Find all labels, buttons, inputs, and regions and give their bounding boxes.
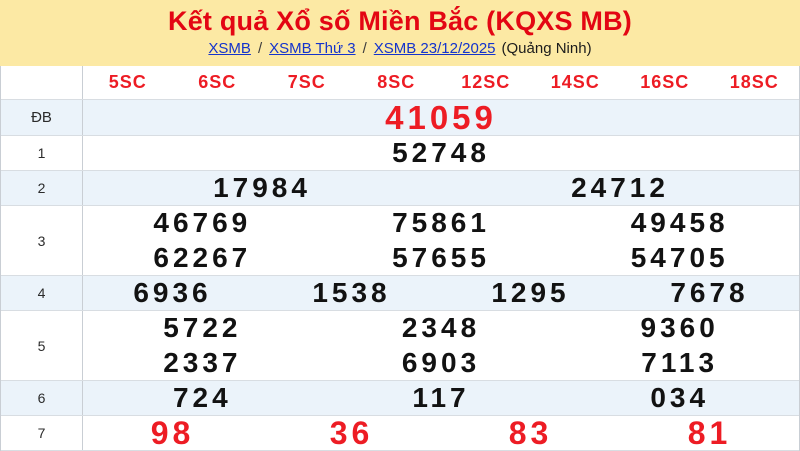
row-values: 724 117 034 bbox=[83, 381, 799, 415]
prize-number: 36 bbox=[329, 415, 374, 451]
prize-number: 5722 bbox=[163, 312, 242, 344]
prize-row-2: 2 17984 24712 bbox=[1, 171, 799, 206]
column-header-16sc: 16SC bbox=[640, 72, 690, 92]
prize-row-5: 5 5722 2348 9360 2337 6903 7113 bbox=[1, 311, 799, 381]
values-line: 41059 bbox=[83, 100, 799, 135]
prize-number: 034 bbox=[650, 382, 710, 413]
prize-number: 98 bbox=[150, 415, 195, 451]
prize-number: 2348 bbox=[401, 312, 481, 344]
row-label: ĐB bbox=[1, 100, 83, 135]
values-line: 52748 bbox=[83, 136, 799, 170]
prize-number: 46769 bbox=[153, 207, 252, 239]
breadcrumb-separator: / bbox=[257, 40, 263, 57]
column-headers: 5SC 6SC 7SC 8SC 12SC 14SC 16SC 18SC bbox=[83, 66, 799, 99]
row-label: 7 bbox=[1, 416, 83, 450]
prize-row-7: 7 98 36 83 81 bbox=[1, 416, 799, 451]
column-header-8sc: 8SC bbox=[377, 72, 416, 92]
row-label: 2 bbox=[1, 171, 83, 205]
prize-number: 81 bbox=[687, 415, 732, 451]
breadcrumb-location-text: (Quảng Ninh) bbox=[501, 40, 592, 57]
prize-row-1: 1 52748 bbox=[1, 136, 799, 171]
column-header-7sc: 7SC bbox=[287, 72, 326, 92]
prize-number: 6936 bbox=[133, 277, 212, 308]
prize-number: 41059 bbox=[385, 99, 497, 136]
prize-row-6: 6 724 117 034 bbox=[1, 381, 799, 416]
row-label: 1 bbox=[1, 136, 83, 170]
breadcrumb: XSMB / XSMB Thứ 3 / XSMB 23/12/2025 (Quảng Ni… bbox=[0, 39, 800, 59]
prize-number: 57655 bbox=[392, 241, 490, 273]
prize-number: 62267 bbox=[153, 241, 252, 273]
table-header-label-spacer bbox=[1, 66, 83, 99]
page-title: Kết quả Xổ số Miền Bắc (KQXS MB) bbox=[168, 6, 632, 36]
prize-number: 83 bbox=[508, 415, 553, 451]
row-values: 5722 2348 9360 2337 6903 7113 bbox=[83, 311, 799, 380]
column-header-18sc: 18SC bbox=[729, 72, 779, 92]
row-values: 52748 bbox=[83, 136, 799, 170]
values-line: 2337 6903 7113 bbox=[83, 346, 799, 381]
header-band: Kết quả Xổ số Miền Bắc (KQXS MB) XSMB / XS… bbox=[0, 0, 800, 66]
prize-number: 7678 bbox=[670, 277, 749, 308]
prize-number: 24712 bbox=[571, 172, 669, 203]
values-line: 98 36 83 81 bbox=[83, 416, 799, 450]
prize-number: 1538 bbox=[312, 277, 391, 308]
prize-number: 9360 bbox=[640, 312, 719, 344]
row-label: 5 bbox=[1, 311, 83, 380]
row-values: 46769 75861 49458 62267 57655 54705 bbox=[83, 206, 799, 275]
prize-number: 54705 bbox=[630, 241, 729, 273]
values-line: 62267 57655 54705 bbox=[83, 241, 799, 276]
breadcrumb-link-1[interactable]: XSMB bbox=[208, 40, 251, 57]
results-table: 5SC 6SC 7SC 8SC 12SC 14SC 16SC 18SC ĐB 41059 1 527… bbox=[0, 66, 800, 451]
column-header-14sc: 14SC bbox=[550, 72, 600, 92]
breadcrumb-separator: / bbox=[362, 40, 367, 57]
values-line: 6936 1538 1295 7678 bbox=[83, 276, 799, 310]
row-values: 41059 bbox=[83, 100, 799, 135]
row-values: 17984 24712 bbox=[83, 171, 799, 205]
prize-number: 49458 bbox=[630, 207, 729, 239]
breadcrumb-link-2[interactable]: XSMB Thứ 3 bbox=[269, 40, 356, 57]
prize-row-3: 3 46769 75861 49458 62267 57655 54705 bbox=[1, 206, 799, 276]
prize-row-đb: ĐB 41059 bbox=[1, 100, 799, 136]
prize-row-4: 4 6936 1538 1295 7678 bbox=[1, 276, 799, 311]
row-label: 6 bbox=[1, 381, 83, 415]
breadcrumb-link-3[interactable]: XSMB 23/12/2025 bbox=[373, 40, 496, 57]
column-header-5sc: 5SC bbox=[108, 72, 147, 92]
values-line: 5722 2348 9360 bbox=[83, 311, 799, 346]
prize-number: 2337 bbox=[163, 346, 242, 378]
row-label: 4 bbox=[1, 276, 83, 310]
values-line: 46769 75861 49458 bbox=[83, 206, 799, 241]
column-header-12sc: 12SC bbox=[461, 72, 511, 92]
prize-number: 7113 bbox=[641, 346, 719, 378]
values-line: 724 117 034 bbox=[83, 381, 799, 415]
prize-number: 17984 bbox=[213, 172, 311, 203]
prize-number: 6903 bbox=[401, 346, 481, 378]
prize-number: 1295 bbox=[491, 277, 570, 308]
prize-number: 52748 bbox=[392, 137, 490, 168]
column-header-6sc: 6SC bbox=[198, 72, 237, 92]
row-values: 6936 1538 1295 7678 bbox=[83, 276, 799, 310]
values-line: 17984 24712 bbox=[83, 171, 799, 205]
prize-number: 117 bbox=[412, 382, 470, 413]
prize-number: 75861 bbox=[392, 207, 490, 239]
table-body: ĐB 41059 1 52748 2 17984 24712 3 46769 75861 49458… bbox=[1, 100, 799, 451]
row-values: 98 36 83 81 bbox=[83, 416, 799, 450]
row-label: 3 bbox=[1, 206, 83, 275]
table-header-row: 5SC 6SC 7SC 8SC 12SC 14SC 16SC 18SC bbox=[1, 66, 799, 100]
prize-number: 724 bbox=[172, 382, 232, 413]
